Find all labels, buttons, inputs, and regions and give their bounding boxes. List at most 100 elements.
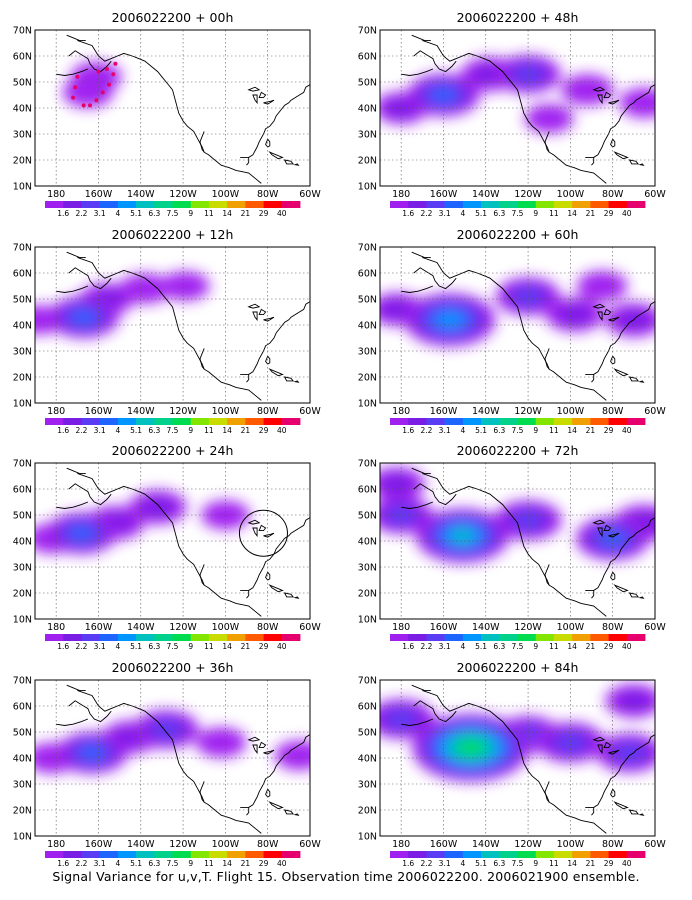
lon-tick-label: 140W (127, 839, 155, 850)
colorbar-swatch (626, 634, 646, 641)
colorbar-label: 9 (188, 209, 193, 218)
observation-marker (111, 72, 116, 77)
lat-tick-label: 10N (13, 615, 32, 626)
coastline (258, 308, 267, 316)
variance-contour (576, 270, 628, 302)
colorbar-label: 29 (259, 859, 269, 868)
coastline (293, 813, 300, 816)
colorbar-swatch (608, 634, 628, 641)
colorbar-swatch (408, 851, 427, 858)
colorbar-swatch (190, 634, 210, 641)
coastline (246, 157, 250, 166)
coastline (613, 584, 629, 593)
lat-tick-label: 30N (13, 130, 32, 141)
lon-tick-label: 60W (644, 406, 666, 417)
lat-tick-label: 40N (358, 104, 377, 115)
variance-contour (460, 741, 482, 754)
lon-tick-label: 80W (257, 622, 279, 633)
coastline (246, 590, 250, 599)
colorbar-label: 3.1 (439, 642, 451, 651)
colorbar-label: 1.6 (402, 209, 414, 218)
coastline (283, 809, 295, 815)
coastline (411, 684, 431, 691)
colorbar-swatch (208, 201, 228, 208)
colorbar-label: 5.1 (475, 859, 487, 868)
colorbar-swatch (608, 201, 628, 208)
colorbar-label: 5.1 (130, 209, 142, 218)
colorbar-swatch (553, 201, 573, 208)
colorbar-label: 7.5 (512, 642, 524, 651)
colorbar-label: 11 (204, 859, 214, 868)
lon-tick-label: 180 (47, 406, 65, 417)
colorbar-label: 9 (533, 209, 538, 218)
coastline (68, 700, 112, 723)
colorbar-swatch (499, 201, 518, 208)
coastline (56, 285, 89, 293)
lon-tick-label: 160W (85, 189, 113, 200)
observation-marker (107, 82, 112, 87)
colorbar-label: 2.2 (75, 426, 87, 435)
colorbar-swatch (63, 201, 82, 208)
target-ring (238, 509, 288, 557)
variance-contour (599, 530, 626, 546)
coastline (603, 741, 612, 749)
colorbar-swatch (553, 851, 573, 858)
coastline (240, 84, 310, 158)
coastline (585, 84, 655, 158)
lat-tick-label: 30N (13, 563, 32, 574)
colorbar-swatch (245, 201, 264, 208)
coastline (66, 34, 86, 41)
coastline (68, 50, 112, 73)
coastline (413, 50, 457, 73)
coastline (603, 91, 612, 99)
colorbar-swatch (426, 418, 446, 425)
lat-tick-label: 40N (358, 537, 377, 548)
colorbar-label: 7.5 (167, 859, 179, 868)
colorbar-label: 21 (241, 426, 251, 435)
coastline (246, 807, 250, 816)
coastline (597, 527, 603, 538)
coastline (199, 348, 205, 370)
coastline (199, 564, 205, 586)
colorbar-swatch (227, 201, 246, 208)
coastline (68, 267, 112, 290)
colorbar-swatch (45, 418, 64, 425)
coastline (597, 94, 603, 105)
colorbar-swatch (535, 851, 555, 858)
map-panel-5: 2006022200 + 60h 10N 20N 30N 40N 50N 60N 70N 180… (358, 227, 667, 435)
colorbar-label: 6.3 (493, 859, 505, 868)
variance-contour (561, 74, 614, 106)
colorbar-label: 21 (241, 209, 251, 218)
lat-tick-label: 50N (358, 511, 377, 522)
colorbar-label: 7.5 (167, 642, 179, 651)
panel-title: 2006022200 + 48h (457, 10, 579, 25)
colorbar-swatch (590, 851, 609, 858)
colorbar-label: 4 (460, 426, 465, 435)
colorbar-swatch (390, 201, 409, 208)
colorbar-label: 14 (567, 426, 577, 435)
variance-contour (451, 529, 474, 543)
coastline (585, 734, 655, 808)
coastline (544, 348, 550, 370)
lon-tick-label: 120W (514, 189, 542, 200)
variance-contour (71, 309, 97, 325)
lon-tick-label: 80W (602, 622, 624, 633)
variance-contour (195, 727, 247, 758)
variance-contour (556, 304, 593, 326)
colorbar-label: 5.1 (475, 426, 487, 435)
map-frame (34, 246, 311, 404)
colorbar-swatch (81, 418, 101, 425)
panel-title: 2006022200 + 36h (112, 660, 234, 675)
lat-tick-label: 30N (13, 347, 32, 358)
colorbar-swatch (117, 851, 137, 858)
coastline (268, 801, 284, 810)
colorbar-swatch (572, 851, 591, 858)
coastline (597, 744, 603, 755)
lon-tick-label: 180 (47, 839, 65, 850)
coastline (283, 592, 295, 598)
lon-tick-label: 180 (392, 189, 410, 200)
lat-tick-label: 30N (358, 563, 377, 574)
observation-marker (94, 98, 99, 103)
colorbar-swatch (190, 851, 210, 858)
colorbar-swatch (208, 851, 228, 858)
